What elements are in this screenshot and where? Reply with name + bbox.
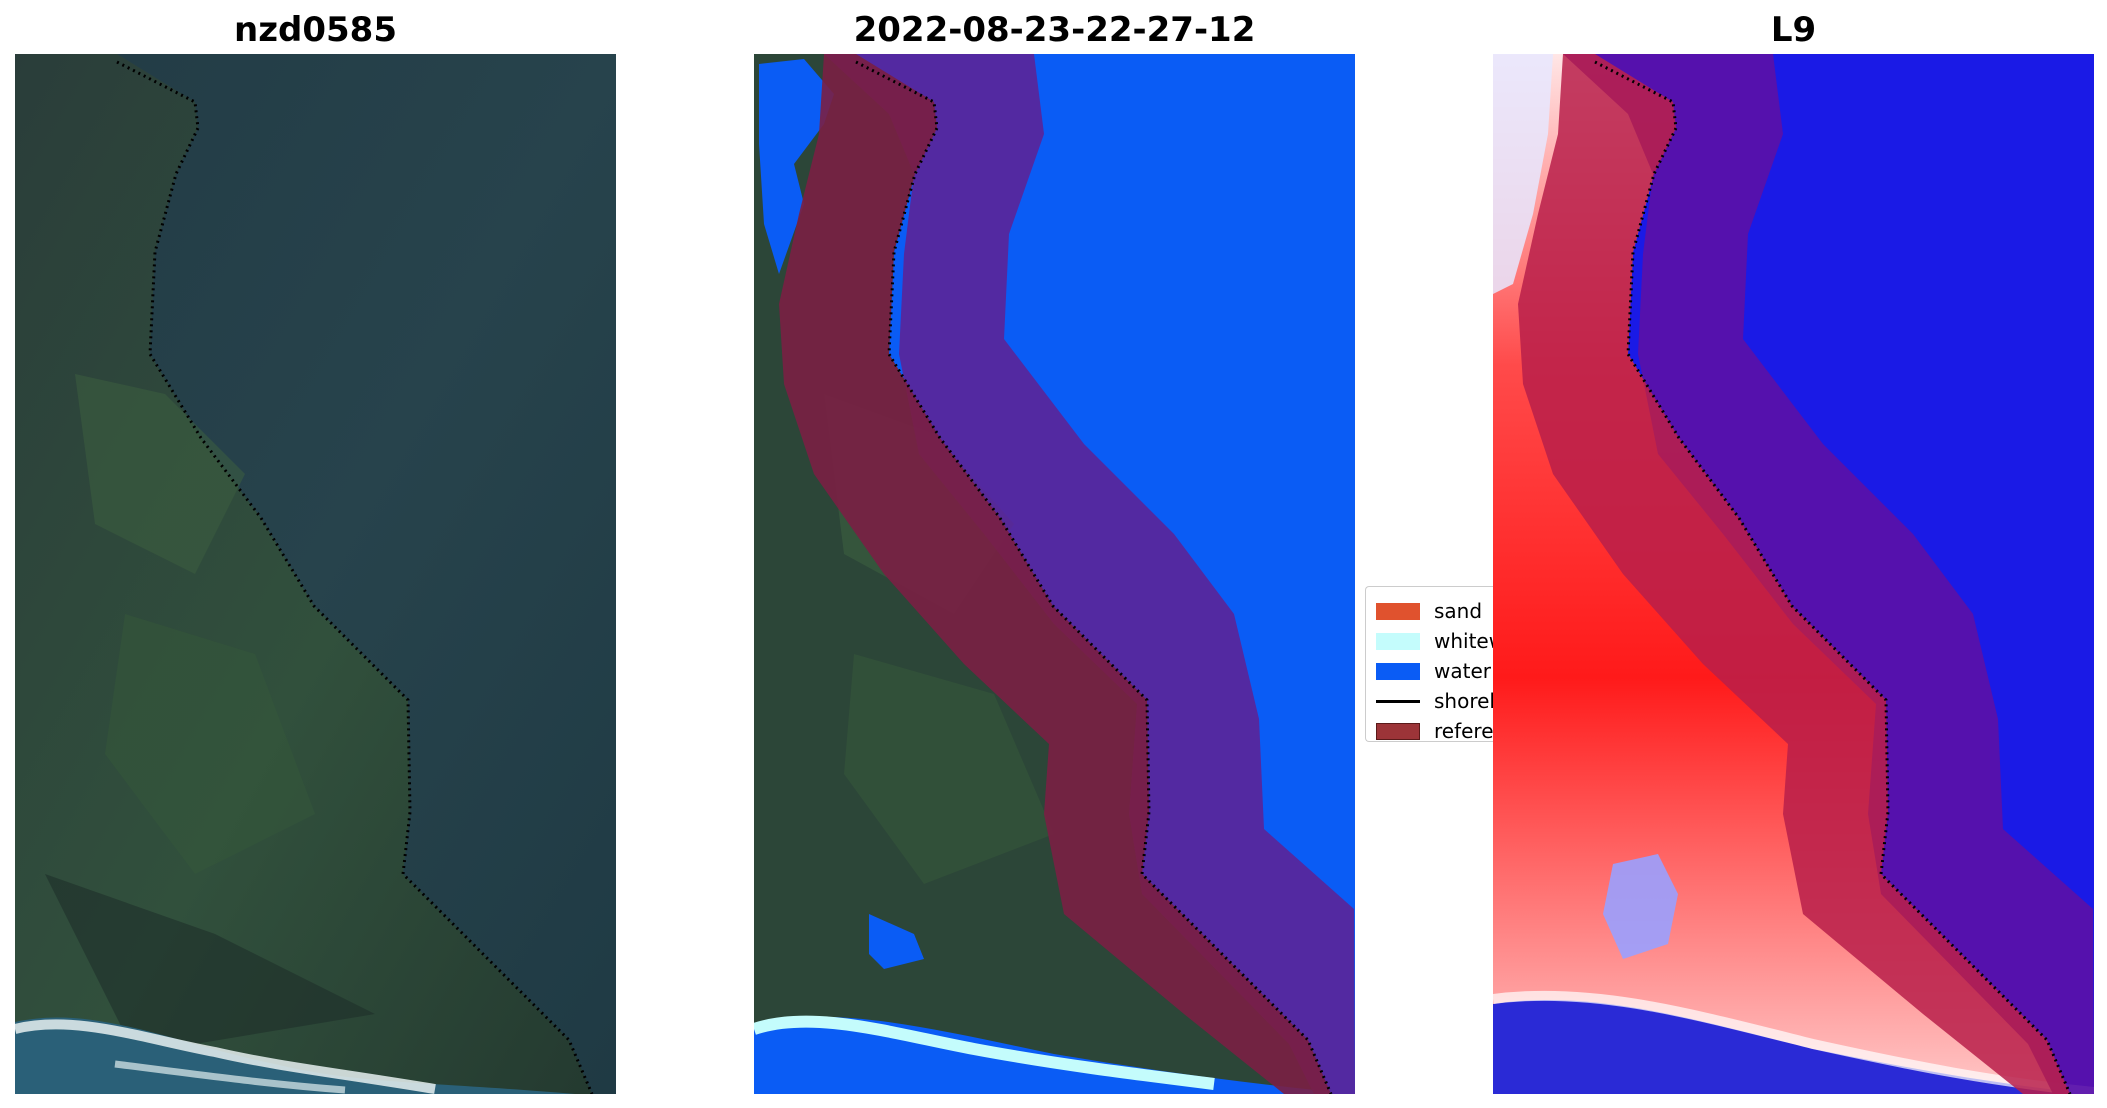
panel-title-rgb: nzd0585	[234, 10, 397, 50]
legend-swatch-sand	[1376, 603, 1420, 620]
legend-label: shoreline	[1434, 689, 1497, 713]
lake-patch	[1603, 854, 1678, 959]
index-image-panel	[1493, 54, 2094, 1094]
rgb-image	[15, 54, 616, 1094]
legend-label: water	[1434, 659, 1491, 683]
legend-label: reference shoreline buffer	[1434, 719, 1497, 742]
legend-line-shoreline	[1376, 700, 1420, 703]
panel-title-index: L9	[1770, 10, 1817, 50]
panel-title-classified: 2022-08-23-22-27-12	[853, 10, 1256, 50]
legend-swatch-whitewater	[1376, 633, 1420, 650]
buffer-landward	[1518, 54, 2070, 1094]
legend-swatch-reference	[1376, 723, 1420, 740]
index-image	[1493, 54, 2094, 1094]
legend-swatch-water	[1376, 663, 1420, 680]
buffer-landward	[779, 54, 1331, 1094]
classified-image-panel	[754, 54, 1355, 1094]
buffer-seaward	[1563, 54, 2094, 1094]
classified-image	[754, 54, 1355, 1094]
rgb-image-panel	[15, 54, 616, 1094]
buffer-seaward	[824, 54, 1355, 1094]
water-patch	[759, 59, 834, 274]
legend-label: sand	[1434, 599, 1483, 623]
